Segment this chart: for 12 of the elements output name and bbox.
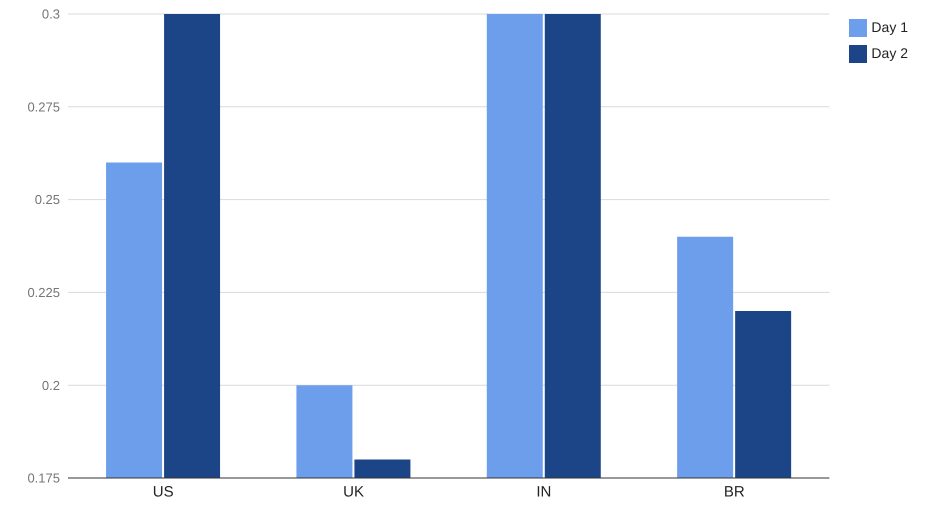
y-tick-label: 0.2 [42,378,60,393]
y-tick-label: 0.225 [27,285,60,300]
legend-label: Day 1 [871,19,908,35]
x-tick-label: UK [343,484,364,501]
y-tick-label: 0.175 [27,470,60,486]
x-tick-label: US [152,484,174,501]
x-tick-label: BR [724,484,745,501]
legend-label: Day 2 [871,45,908,61]
y-tick-label: 0.25 [34,192,60,208]
y-tick-label: 0.3 [42,6,60,22]
x-tick-label: IN [536,484,552,501]
y-tick-label: 0.275 [27,99,60,114]
